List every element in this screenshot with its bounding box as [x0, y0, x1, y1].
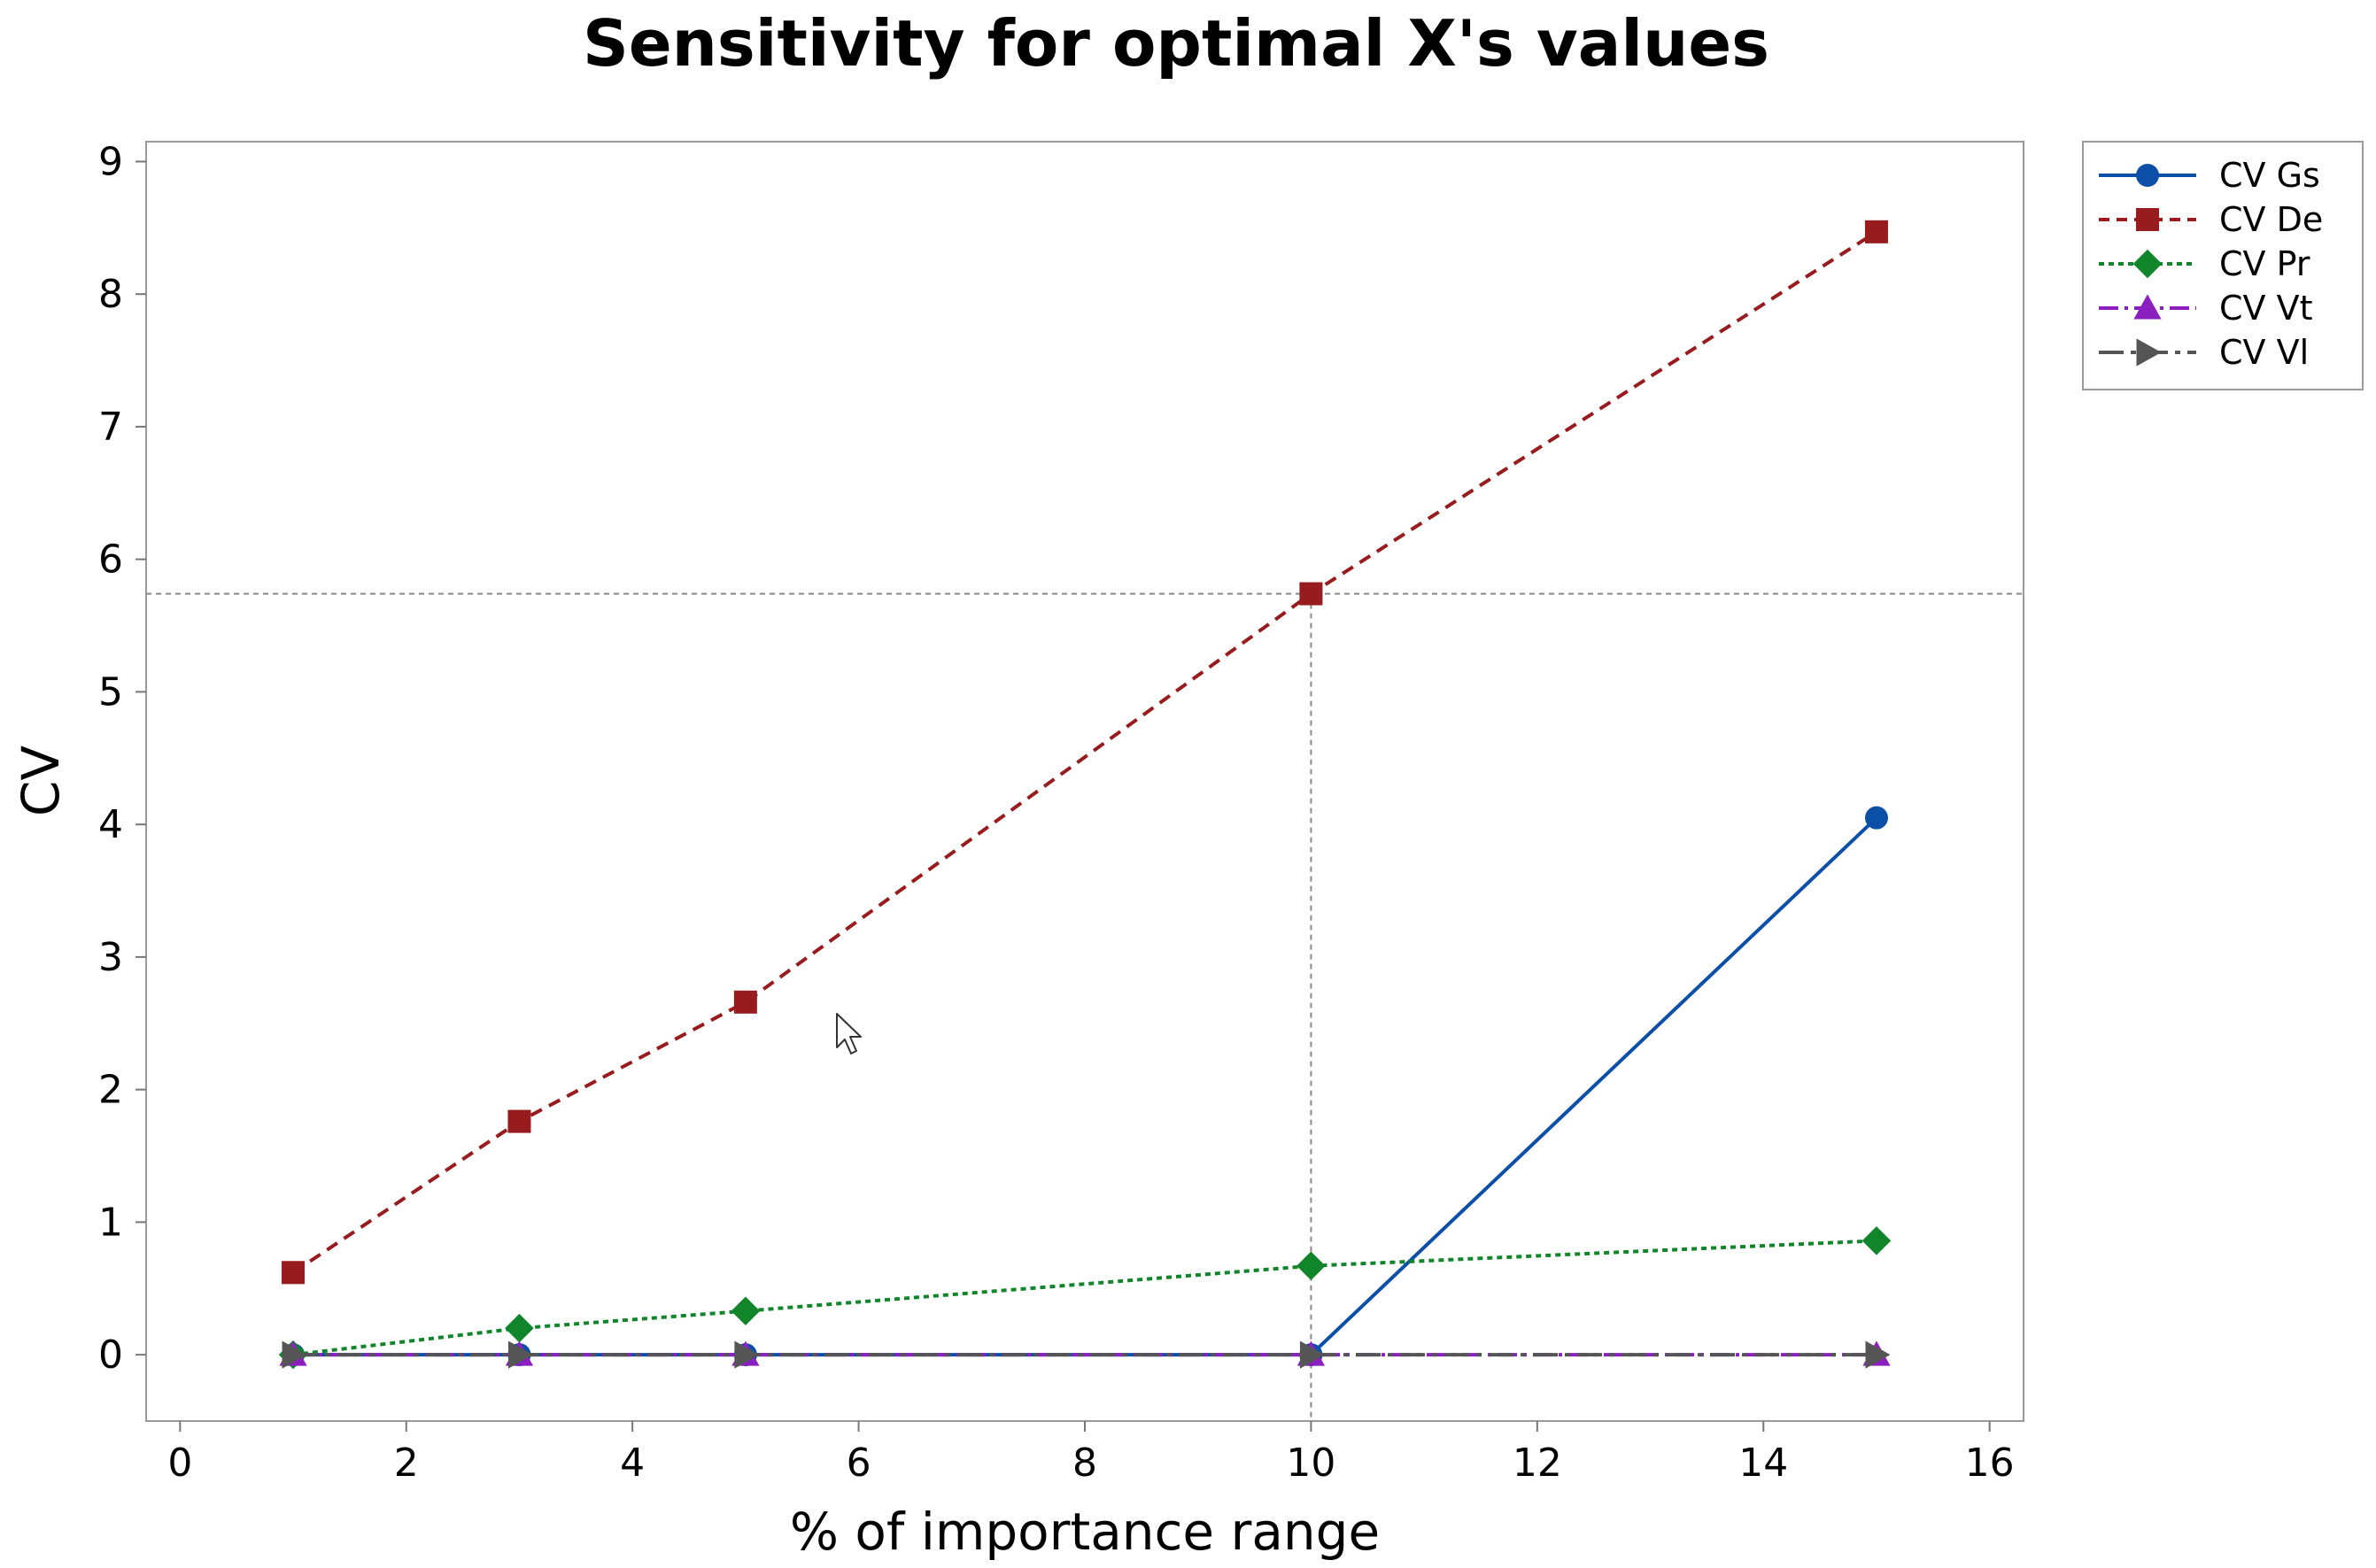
data-point: [507, 1109, 531, 1133]
data-point: [734, 1340, 760, 1369]
legend-marker: [2136, 164, 2159, 187]
data-point: [1296, 1251, 1326, 1281]
legend-item: CV Pr: [2099, 244, 2310, 283]
x-tick-label: 10: [1286, 1441, 1335, 1486]
legend-marker: [2133, 294, 2162, 320]
data-point: [507, 1340, 534, 1369]
y-tick-label: 9: [98, 139, 123, 184]
y-tick-label: 6: [98, 537, 123, 583]
y-tick-label: 4: [98, 802, 123, 847]
legend-label: CV Vl: [2219, 333, 2309, 372]
legend-marker: [2136, 208, 2159, 231]
y-tick-label: 1: [98, 1200, 123, 1245]
x-tick-label: 14: [1738, 1441, 1788, 1486]
y-tick-label: 3: [98, 935, 123, 980]
legend-label: CV Vt: [2219, 289, 2313, 328]
legend-label: CV Gs: [2219, 156, 2320, 195]
mouse-cursor-icon: [836, 1013, 862, 1054]
data-point: [505, 1313, 534, 1343]
legend-item: CV De: [2099, 200, 2323, 239]
y-tick-label: 8: [98, 272, 123, 317]
data-point: [733, 990, 757, 1014]
y-tick-label: 7: [98, 405, 123, 450]
x-tick-label: 6: [847, 1441, 871, 1486]
series-cv-de: [282, 220, 1888, 1285]
series-cv-vl: [282, 1340, 1891, 1369]
series-line: [293, 816, 1878, 1357]
x-tick-label: 12: [1513, 1441, 1562, 1486]
y-tick-label: 5: [98, 669, 123, 714]
series-cv-gs: [282, 806, 1888, 1367]
x-axis: 0 2 4 6 8 10 12 14 16: [167, 1421, 2015, 1486]
data-point: [1864, 806, 1888, 830]
legend: CV Gs CV De CV Pr CV Vt CV Vl: [2082, 141, 2364, 390]
legend-marker: [2136, 338, 2162, 367]
x-tick-label: 8: [1072, 1441, 1097, 1486]
series-line: [292, 1239, 1877, 1357]
y-tick-label: 2: [98, 1068, 123, 1113]
legend-marker: [2132, 249, 2163, 279]
data-point: [1865, 1340, 1891, 1369]
y-axis: 0 1 2 3 4 5 6 7 8 9: [98, 139, 146, 1378]
data-point: [1864, 220, 1888, 243]
data-point: [1299, 1340, 1326, 1369]
x-tick-label: 4: [620, 1441, 645, 1486]
legend-item: CV Vt: [2099, 289, 2313, 328]
data-point: [1299, 582, 1323, 606]
y-tick-label: 0: [98, 1332, 123, 1378]
y-axis-label: CV: [11, 745, 71, 816]
reference-lines: [146, 592, 2024, 1421]
x-tick-label: 16: [1965, 1441, 2015, 1486]
x-axis-label: % of importance range: [790, 1502, 1380, 1562]
legend-label: CV Pr: [2219, 244, 2310, 283]
chart-title: Sensitivity for optimal X's values: [583, 6, 1769, 81]
legend-label: CV De: [2219, 200, 2323, 239]
data-point: [1861, 1226, 1892, 1255]
plot-area: [145, 141, 2024, 1422]
series-layer: [278, 220, 1892, 1370]
x-tick-label: 2: [394, 1441, 419, 1486]
legend-item: CV Gs: [2099, 156, 2320, 195]
data-point: [731, 1296, 761, 1325]
data-point: [282, 1340, 307, 1369]
data-point: [282, 1261, 306, 1285]
series-line: [291, 230, 1878, 1274]
x-tick-label: 0: [167, 1441, 192, 1486]
legend-item: CV Vl: [2099, 333, 2309, 372]
